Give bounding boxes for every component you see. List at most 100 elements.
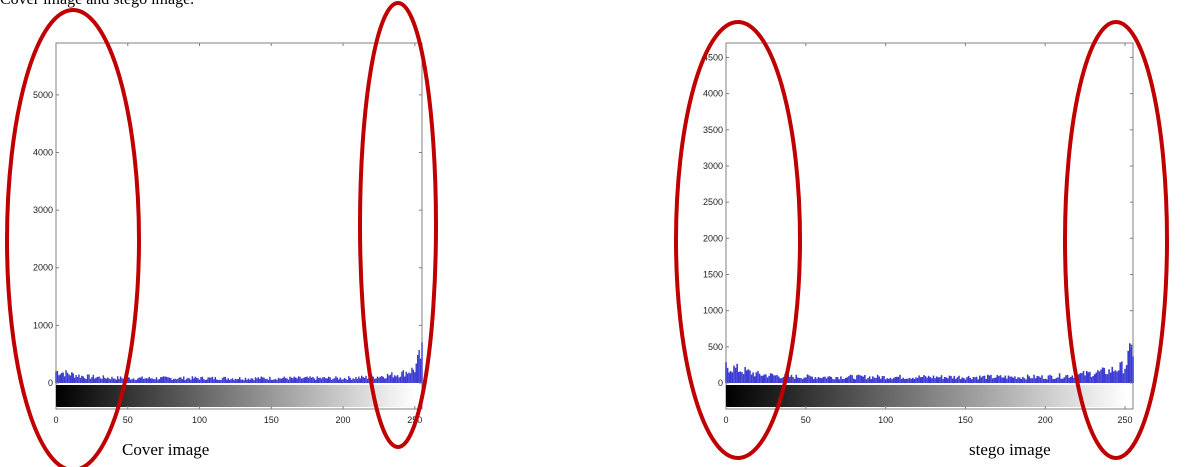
histogram-bar <box>207 377 209 383</box>
histogram-bar <box>340 379 343 383</box>
histogram-bar <box>333 378 336 383</box>
histogram-bar <box>246 379 248 383</box>
histogram-bar <box>892 378 895 383</box>
histogram-bar <box>1121 361 1123 383</box>
histogram-bar <box>86 374 89 383</box>
histogram-bar <box>141 376 143 383</box>
histogram-bar <box>840 376 842 383</box>
histogram-bar <box>172 378 175 383</box>
histogram-bar <box>918 375 920 383</box>
histogram-bar <box>848 376 850 383</box>
histogram-bar <box>323 377 326 383</box>
histogram-bar <box>217 380 219 383</box>
histogram-bar <box>335 376 337 383</box>
histogram-bar <box>1108 369 1110 383</box>
histogram-bar <box>1066 374 1069 383</box>
histogram-bar <box>1111 366 1114 383</box>
histogram-bar <box>213 379 215 383</box>
histogram-bar <box>164 376 166 383</box>
histogram-bar <box>774 375 777 383</box>
histogram-bar <box>806 374 809 383</box>
histogram-bar <box>955 378 957 383</box>
histogram-bar <box>299 376 301 383</box>
histogram-bar <box>790 374 793 383</box>
histogram-bar <box>56 370 59 383</box>
histogram-bar <box>768 375 770 383</box>
histogram-bar <box>808 375 810 383</box>
histogram-bar <box>58 375 60 383</box>
histogram-bar <box>1087 372 1090 383</box>
histogram-bar <box>119 376 122 383</box>
histogram-bar <box>883 375 885 383</box>
histogram-bar <box>228 379 231 383</box>
histogram-bar <box>951 378 954 383</box>
histogram-bar <box>239 377 241 383</box>
histogram-bar <box>211 376 214 383</box>
histogram-bar <box>1001 377 1003 383</box>
histogram-bar <box>1049 374 1051 383</box>
histogram-bar <box>312 376 314 383</box>
histogram-bar <box>1068 377 1070 383</box>
histogram-bar <box>889 377 892 383</box>
histogram-bar <box>408 372 410 383</box>
histogram-bar <box>266 378 268 383</box>
histogram-bar <box>221 378 224 383</box>
histogram-bar <box>391 372 393 383</box>
histogram-bar <box>286 378 288 383</box>
histogram-bar <box>115 379 117 383</box>
histogram-bar <box>787 374 790 383</box>
histogram-bar <box>1015 378 1018 383</box>
y-tick-label: 5000 <box>33 90 53 100</box>
histogram-bar <box>76 376 79 383</box>
histogram-bar <box>832 378 834 383</box>
histogram-bar <box>263 377 265 383</box>
histogram-bar <box>803 377 806 383</box>
histogram-bar <box>414 372 416 383</box>
histogram-bar <box>151 378 153 383</box>
histogram-bar <box>310 377 313 383</box>
histogram-bar <box>1106 374 1109 383</box>
histogram-bar <box>247 378 250 383</box>
histogram-bar <box>959 379 962 383</box>
histogram-bar <box>89 378 92 383</box>
histogram-bar <box>945 377 948 383</box>
histogram-bar <box>1039 377 1042 383</box>
histogram-bar <box>104 377 106 383</box>
histogram-bar <box>365 375 367 383</box>
histogram-bar <box>389 374 392 383</box>
histogram-bar <box>737 371 740 383</box>
histogram-bar <box>1014 376 1016 383</box>
histogram-bar <box>1018 377 1021 383</box>
histogram-bar <box>781 378 783 383</box>
histogram-bar <box>223 376 225 383</box>
histogram-bar <box>927 375 930 383</box>
histogram-bar <box>886 378 888 383</box>
histogram-bar <box>372 376 374 383</box>
histogram-bar <box>1130 344 1133 383</box>
histogram-bar <box>313 378 316 383</box>
histogram-bar <box>1077 374 1080 383</box>
histogram-bar <box>728 372 730 383</box>
histogram-bar <box>205 379 208 383</box>
histogram-bar <box>757 371 759 383</box>
histogram-bar <box>375 378 377 383</box>
histogram-bar <box>300 378 303 383</box>
histogram-bar <box>745 370 748 383</box>
histogram-bar <box>966 377 968 383</box>
histogram-bar <box>108 378 110 383</box>
histogram-bar <box>72 373 74 383</box>
histogram-bar <box>1097 370 1099 383</box>
histogram-bar <box>876 374 879 383</box>
histogram-bar <box>911 377 914 383</box>
y-tick-label: 4500 <box>703 52 723 62</box>
histogram-bar <box>350 379 353 383</box>
histogram-bar <box>181 379 184 383</box>
histogram-bar <box>915 377 917 383</box>
histogram-bar <box>276 380 278 383</box>
histogram-bar <box>1057 377 1059 383</box>
histogram-bar <box>817 377 820 383</box>
grayscale-bar <box>726 385 1127 407</box>
histogram-bar <box>332 378 334 383</box>
histogram-bar <box>184 380 186 383</box>
